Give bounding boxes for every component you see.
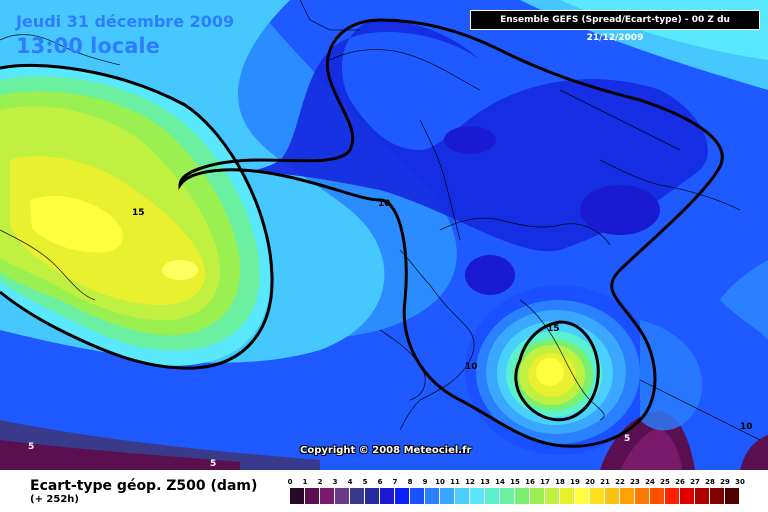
legend-swatch xyxy=(425,488,440,504)
legend-swatch xyxy=(665,488,680,504)
legend-swatch xyxy=(320,488,335,504)
legend-tick-label: 10 xyxy=(435,478,445,486)
legend-swatch xyxy=(620,488,635,504)
legend-swatch xyxy=(380,488,395,504)
legend-swatch xyxy=(515,488,530,504)
legend-tick-label: 12 xyxy=(465,478,475,486)
forecast-local-time: 13:00 locale xyxy=(16,34,160,58)
legend-tick-label: 2 xyxy=(317,478,323,486)
legend-tick-label: 3 xyxy=(332,478,338,486)
legend-swatch xyxy=(395,488,410,504)
legend-tick-label: 22 xyxy=(615,478,625,486)
legend-tick-label: 4 xyxy=(347,478,353,486)
legend-tick-label: 21 xyxy=(600,478,610,486)
contour-label: 5 xyxy=(624,434,630,444)
forecast-date: Jeudi 31 décembre 2009 xyxy=(16,12,235,31)
legend-tick-label: 16 xyxy=(525,478,535,486)
legend-tick-label: 0 xyxy=(287,478,293,486)
legend-tick-label: 1 xyxy=(302,478,308,486)
legend-tick-label: 29 xyxy=(720,478,730,486)
legend-swatch xyxy=(635,488,650,504)
legend-tick-label: 13 xyxy=(480,478,490,486)
legend-tick-label: 11 xyxy=(450,478,460,486)
contour-label: 15 xyxy=(547,324,560,334)
legend-tick-label: 25 xyxy=(660,478,670,486)
spread-map: 15 10 15 10 10 5 5 5 Jeudi 31 décembre 2… xyxy=(0,0,768,470)
legend-tick-label: 19 xyxy=(570,478,580,486)
legend-tick-label: 18 xyxy=(555,478,565,486)
legend-swatch xyxy=(710,488,725,504)
run-info-box: Ensemble GEFS (Spread/Ecart-type) - 00 Z… xyxy=(470,10,760,43)
legend-swatch xyxy=(590,488,605,504)
legend-swatch xyxy=(485,488,500,504)
lead-time-label: (+ 252h) xyxy=(30,494,79,505)
legend-swatch xyxy=(500,488,515,504)
contour-field: 15 10 15 10 10 5 5 5 xyxy=(0,0,768,470)
legend-swatch xyxy=(560,488,575,504)
legend-swatch xyxy=(335,488,350,504)
legend-tick-label: 8 xyxy=(407,478,413,486)
contour-label: 10 xyxy=(740,422,753,432)
legend-swatch xyxy=(545,488,560,504)
legend-tick-label: 5 xyxy=(362,478,368,486)
legend-swatch xyxy=(440,488,455,504)
legend-swatch xyxy=(650,488,665,504)
legend-swatch xyxy=(575,488,590,504)
legend-tick-label: 20 xyxy=(585,478,595,486)
legend-tick-label: 24 xyxy=(645,478,655,486)
legend-swatch xyxy=(410,488,425,504)
contour-label: 10 xyxy=(378,199,391,209)
legend-tick-label: 23 xyxy=(630,478,640,486)
legend-swatch xyxy=(305,488,320,504)
legend-swatch xyxy=(725,488,740,504)
legend-swatch xyxy=(695,488,710,504)
color-scale-legend: 0 1 2 3 4 5 6 7 8 9 10 11 12 13 14 15 16 17 18 19 20 21 22 23 24… xyxy=(283,478,745,508)
legend-tick-label: 30 xyxy=(735,478,745,486)
legend-swatch xyxy=(350,488,365,504)
contour-label: 10 xyxy=(465,362,478,372)
legend-swatch xyxy=(290,488,305,504)
contour-label: 5 xyxy=(210,459,216,469)
legend-tick-label: 27 xyxy=(690,478,700,486)
parameter-label: Ecart-type géop. Z500 (dam) xyxy=(30,478,258,494)
legend-tick-label: 28 xyxy=(705,478,715,486)
legend-swatch xyxy=(605,488,620,504)
copyright-text: Copyright © 2008 Meteociel.fr xyxy=(300,445,472,456)
legend-swatch xyxy=(455,488,470,504)
legend-tick-label: 9 xyxy=(422,478,428,486)
contour-label: 5 xyxy=(28,442,34,452)
legend-tick-label: 14 xyxy=(495,478,505,486)
contour-label: 15 xyxy=(132,208,145,218)
legend-swatch xyxy=(530,488,545,504)
legend-swatch xyxy=(680,488,695,504)
legend-tick-label: 26 xyxy=(675,478,685,486)
legend-swatch xyxy=(470,488,485,504)
legend-tick-label: 7 xyxy=(392,478,398,486)
legend-tick-label: 6 xyxy=(377,478,383,486)
legend-swatch xyxy=(365,488,380,504)
legend-tick-label: 15 xyxy=(510,478,520,486)
legend-tick-label: 17 xyxy=(540,478,550,486)
